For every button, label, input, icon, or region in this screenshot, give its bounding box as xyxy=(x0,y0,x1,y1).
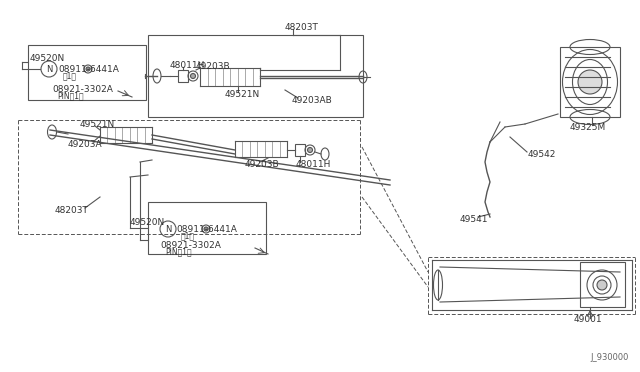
Text: 49203A: 49203A xyxy=(68,140,102,148)
Text: PIN（1）: PIN（1） xyxy=(57,92,84,100)
Circle shape xyxy=(204,227,208,231)
Circle shape xyxy=(307,148,312,153)
Circle shape xyxy=(86,67,90,71)
Bar xyxy=(28,45,146,100)
Bar xyxy=(580,262,625,307)
Text: 49520N: 49520N xyxy=(130,218,165,227)
Text: 49325M: 49325M xyxy=(570,122,606,131)
Text: 08921-3302A: 08921-3302A xyxy=(52,84,113,93)
Text: PIN（1）: PIN（1） xyxy=(165,247,191,257)
Text: 49203AB: 49203AB xyxy=(292,96,333,105)
Text: N: N xyxy=(46,64,52,74)
Text: 08921-3302A: 08921-3302A xyxy=(160,241,221,250)
Circle shape xyxy=(191,74,195,78)
Bar xyxy=(148,202,266,254)
Text: 49203B: 49203B xyxy=(196,61,230,71)
Text: 08911-6441A: 08911-6441A xyxy=(58,64,119,74)
Text: N: N xyxy=(165,224,171,234)
Text: 49203B: 49203B xyxy=(245,160,280,169)
Text: 49542: 49542 xyxy=(528,150,556,158)
Text: J_930000: J_930000 xyxy=(590,353,628,362)
Text: 48203T: 48203T xyxy=(285,22,319,32)
Circle shape xyxy=(41,61,57,77)
Text: 48203T: 48203T xyxy=(55,205,89,215)
Circle shape xyxy=(597,280,607,290)
Text: 48011H: 48011H xyxy=(170,61,205,70)
Text: 48011H: 48011H xyxy=(296,160,332,169)
Text: 49541: 49541 xyxy=(460,215,488,224)
Circle shape xyxy=(160,221,176,237)
Text: 08911-6441A: 08911-6441A xyxy=(176,224,237,234)
Text: （1）: （1） xyxy=(181,231,195,241)
Circle shape xyxy=(578,70,602,94)
Text: 49521N: 49521N xyxy=(225,90,260,99)
Bar xyxy=(178,70,188,82)
Text: 49521N: 49521N xyxy=(80,119,115,128)
Text: 49520N: 49520N xyxy=(30,54,65,62)
Bar xyxy=(148,35,363,117)
Bar xyxy=(560,47,620,117)
Text: 49001: 49001 xyxy=(574,315,603,324)
Bar xyxy=(295,144,305,156)
Text: （1）: （1） xyxy=(63,71,77,80)
